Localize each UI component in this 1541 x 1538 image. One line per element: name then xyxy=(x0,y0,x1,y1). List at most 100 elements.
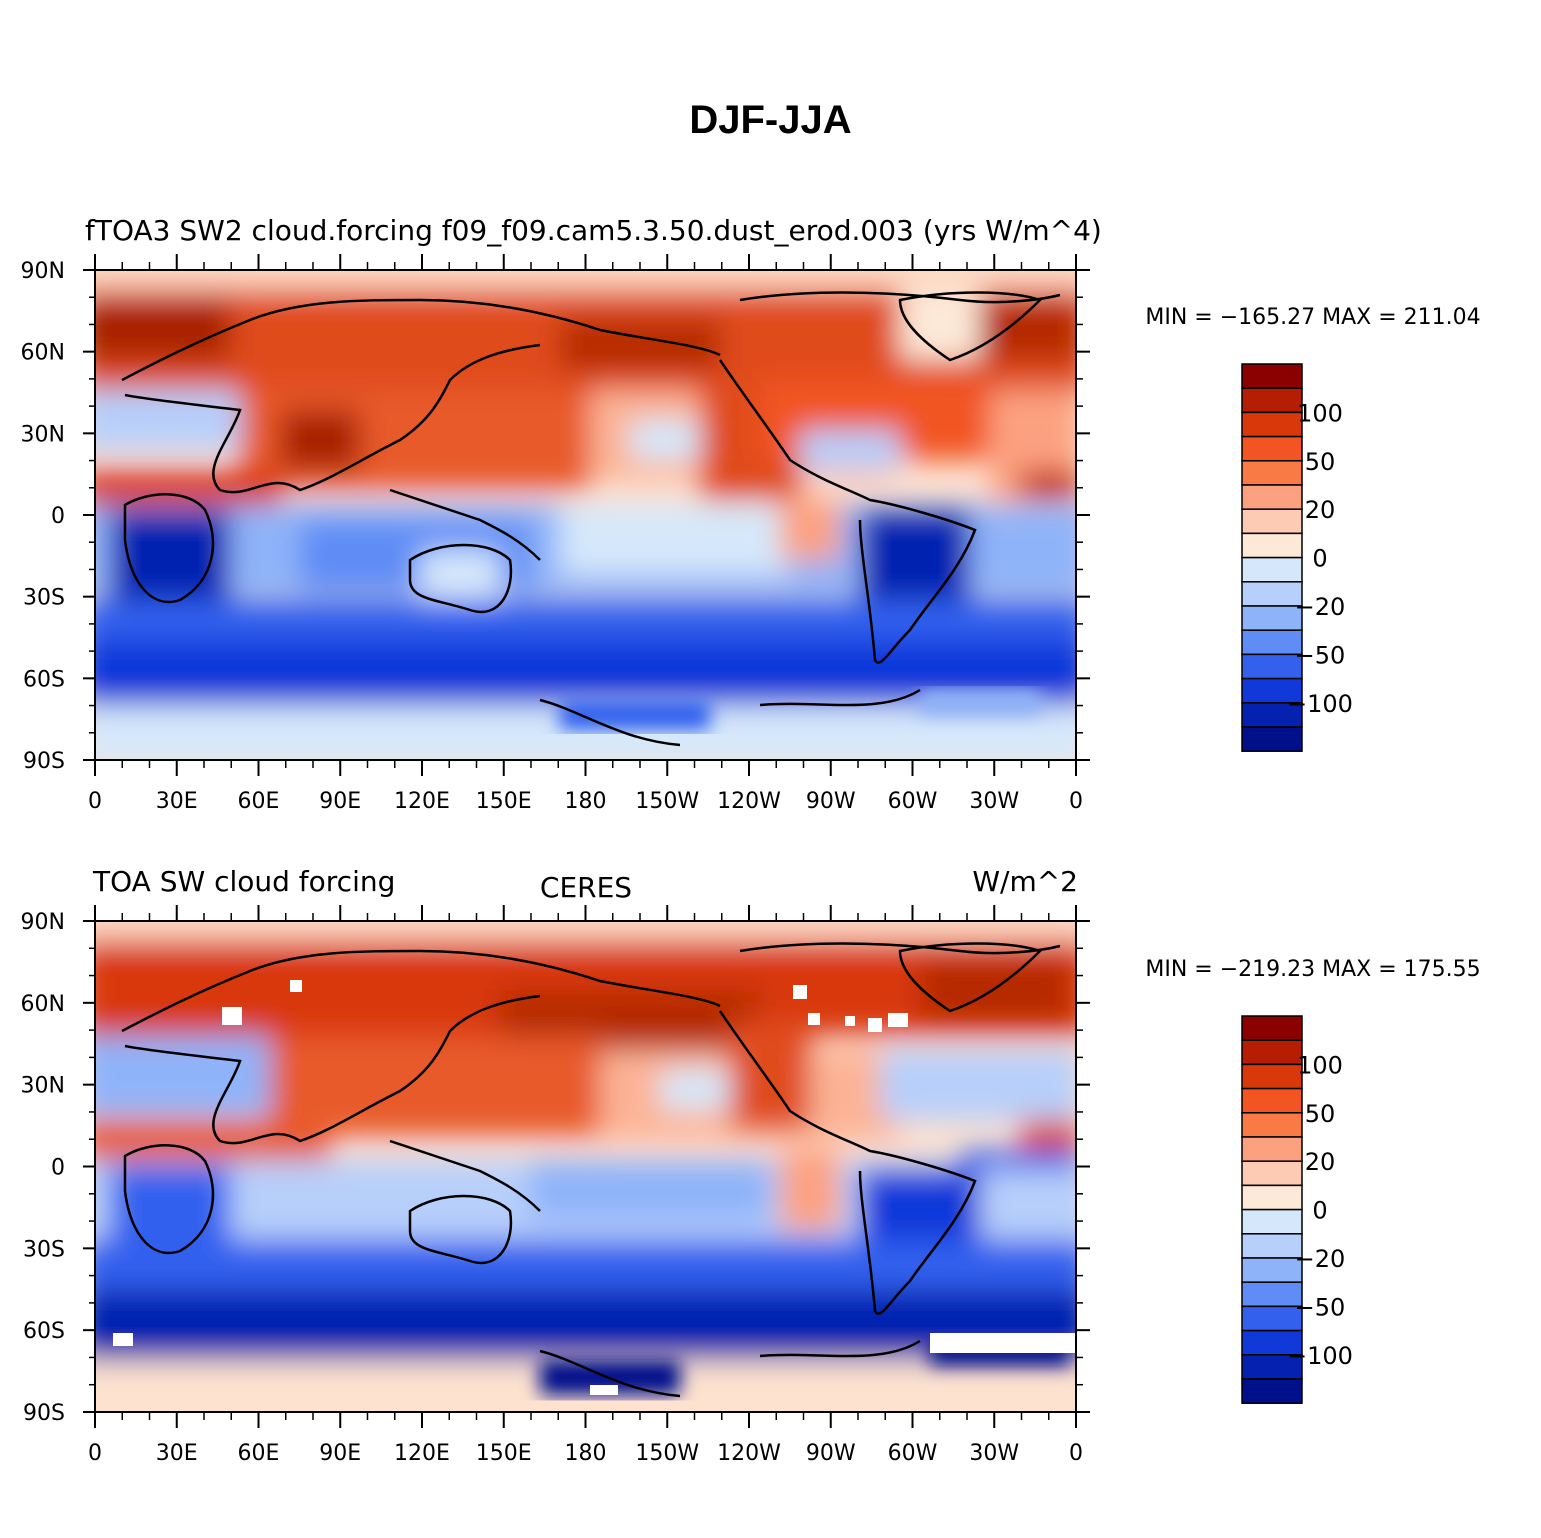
top-lat-label: 0 xyxy=(51,504,65,529)
top-lat-label: 60N xyxy=(21,341,65,366)
top-map-axes: 90N 60N 30N 0 30S 60S 90S 0 30E 60E 90E 120E 150E 180… xyxy=(21,254,1090,814)
bottom-colorbar-label: 20 xyxy=(1305,1148,1336,1176)
bottom-lon-label: 30W xyxy=(969,1441,1019,1466)
top-colorbar-swatch xyxy=(1241,653,1303,680)
top-panel-stats: MIN = −165.27 MAX = 211.04 xyxy=(1145,305,1480,330)
bottom-panel-header-right: W/m^2 xyxy=(972,865,1078,898)
bottom-colorbar-label: −20 xyxy=(1295,1245,1346,1273)
bottom-panel-header-center: CERES xyxy=(540,871,632,904)
top-lon-label: 30E xyxy=(156,789,198,814)
bottom-colorbar-label: −100 xyxy=(1287,1342,1353,1370)
bottom-lon-label: 0 xyxy=(1069,1441,1083,1466)
top-lon-label: 30W xyxy=(969,789,1019,814)
bottom-lat-label: 60N xyxy=(21,992,65,1017)
bottom-lon-label: 120W xyxy=(717,1441,781,1466)
bottom-lon-label: 30E xyxy=(156,1441,198,1466)
bottom-colorbar-swatch xyxy=(1241,1015,1303,1041)
bottom-missing-data xyxy=(113,980,1076,1395)
bottom-lon-label: 120E xyxy=(394,1441,450,1466)
top-colorbar-swatch xyxy=(1241,726,1303,752)
top-coastlines xyxy=(121,291,1061,747)
bottom-lon-label: 60W xyxy=(888,1441,938,1466)
bottom-colorbar-label: 50 xyxy=(1305,1100,1336,1128)
top-lon-label: 120W xyxy=(717,789,781,814)
top-colorbar-swatch xyxy=(1241,387,1303,414)
bottom-colorbar-swatch xyxy=(1241,1257,1303,1283)
top-colorbar-label: 50 xyxy=(1305,448,1336,476)
top-map-field xyxy=(95,270,1076,760)
bottom-colorbar-swatch xyxy=(1241,1329,1303,1356)
top-colorbar-label: 20 xyxy=(1305,496,1336,524)
bottom-map-field xyxy=(95,921,1076,1412)
bottom-lon-label: 150W xyxy=(635,1441,699,1466)
top-lon-label: 150E xyxy=(476,789,532,814)
bottom-colorbar-swatch xyxy=(1241,1184,1303,1211)
top-colorbar-swatch xyxy=(1241,605,1303,631)
bottom-colorbar-swatch xyxy=(1241,1039,1303,1066)
top-lat-label: 30N xyxy=(21,422,65,447)
top-lat-label: 30S xyxy=(23,586,65,611)
top-panel: fTOA3 SW2 cloud.forcing f09_f09.cam5.3.5… xyxy=(21,214,1481,814)
top-colorbar-swatch xyxy=(1241,508,1303,535)
bottom-panel-header-left: TOA SW cloud forcing xyxy=(92,865,395,898)
bottom-colorbar-swatch xyxy=(1241,1354,1303,1380)
bottom-lat-label: 60S xyxy=(23,1319,65,1344)
bottom-colorbar-swatch xyxy=(1241,1233,1303,1259)
bottom-colorbar-label: 0 xyxy=(1312,1197,1327,1225)
bottom-colorbar-swatch xyxy=(1241,1112,1303,1138)
top-colorbar-label: −50 xyxy=(1295,641,1346,669)
bottom-colorbar-swatch xyxy=(1241,1378,1303,1404)
bottom-panel-stats: MIN = −219.23 MAX = 175.55 xyxy=(1145,957,1480,982)
top-colorbar: 100 50 20 0 −20 −50 −100 xyxy=(1241,363,1353,752)
top-lon-label: 0 xyxy=(88,789,102,814)
bottom-lon-label: 90W xyxy=(806,1441,856,1466)
bottom-coastlines xyxy=(121,942,1061,1398)
page-title: DJF-JJA xyxy=(689,98,852,142)
bottom-lat-label: 90S xyxy=(23,1401,65,1426)
top-colorbar-swatch xyxy=(1241,629,1303,656)
top-lon-label: 0 xyxy=(1069,789,1083,814)
bottom-lat-label: 30S xyxy=(23,1237,65,1262)
bottom-colorbar-label: −50 xyxy=(1295,1293,1346,1321)
bottom-colorbar-swatch xyxy=(1241,1136,1303,1162)
top-lat-label: 60S xyxy=(23,667,65,692)
bottom-map-axes: 90N 60N 30N 0 30S 60S 90S 0 30E 60E 90E 120E 150E 180… xyxy=(21,905,1090,1466)
bottom-lon-label: 150E xyxy=(476,1441,532,1466)
bottom-lat-label: 30N xyxy=(21,1074,65,1099)
top-lon-label: 180 xyxy=(565,789,607,814)
top-colorbar-swatch xyxy=(1241,532,1303,559)
top-colorbar-label: −100 xyxy=(1287,690,1353,718)
bottom-colorbar-label: 100 xyxy=(1297,1051,1343,1079)
top-panel-header-left: fTOA3 SW2 cloud.forcing f09_f09.cam5.3.5… xyxy=(85,214,1102,247)
top-lon-label: 120E xyxy=(394,789,450,814)
top-lat-label: 90N xyxy=(21,259,65,284)
top-colorbar-label: 100 xyxy=(1297,399,1343,427)
top-colorbar-swatch xyxy=(1241,435,1303,462)
bottom-lon-label: 90E xyxy=(319,1441,361,1466)
top-lon-label: 90W xyxy=(806,789,856,814)
top-colorbar-swatch xyxy=(1241,484,1303,510)
bottom-colorbar-swatch xyxy=(1241,1305,1303,1332)
bottom-colorbar-swatch xyxy=(1241,1063,1303,1090)
top-lon-label: 90E xyxy=(319,789,361,814)
bottom-lon-label: 0 xyxy=(88,1441,102,1466)
top-lat-label: 90S xyxy=(23,749,65,774)
top-colorbar-swatch xyxy=(1241,460,1303,486)
bottom-colorbar-swatch xyxy=(1241,1281,1303,1308)
bottom-colorbar-swatch xyxy=(1241,1087,1303,1114)
bottom-colorbar: 100 50 20 0 −20 −50 −100 xyxy=(1241,1015,1353,1404)
bottom-lat-label: 90N xyxy=(21,910,65,935)
bottom-lon-label: 60E xyxy=(238,1441,280,1466)
top-colorbar-swatch xyxy=(1241,581,1303,607)
top-colorbar-label: −20 xyxy=(1295,593,1346,621)
top-colorbar-swatch xyxy=(1241,363,1303,389)
top-colorbar-swatch xyxy=(1241,556,1303,583)
top-colorbar-label: 0 xyxy=(1312,545,1327,573)
bottom-colorbar-swatch xyxy=(1241,1160,1303,1187)
bottom-lon-label: 180 xyxy=(565,1441,607,1466)
top-colorbar-swatch xyxy=(1241,411,1303,438)
top-lon-label: 150W xyxy=(635,789,699,814)
top-lon-label: 60E xyxy=(238,789,280,814)
bottom-colorbar-swatch xyxy=(1241,1208,1303,1235)
top-lon-label: 60W xyxy=(888,789,938,814)
